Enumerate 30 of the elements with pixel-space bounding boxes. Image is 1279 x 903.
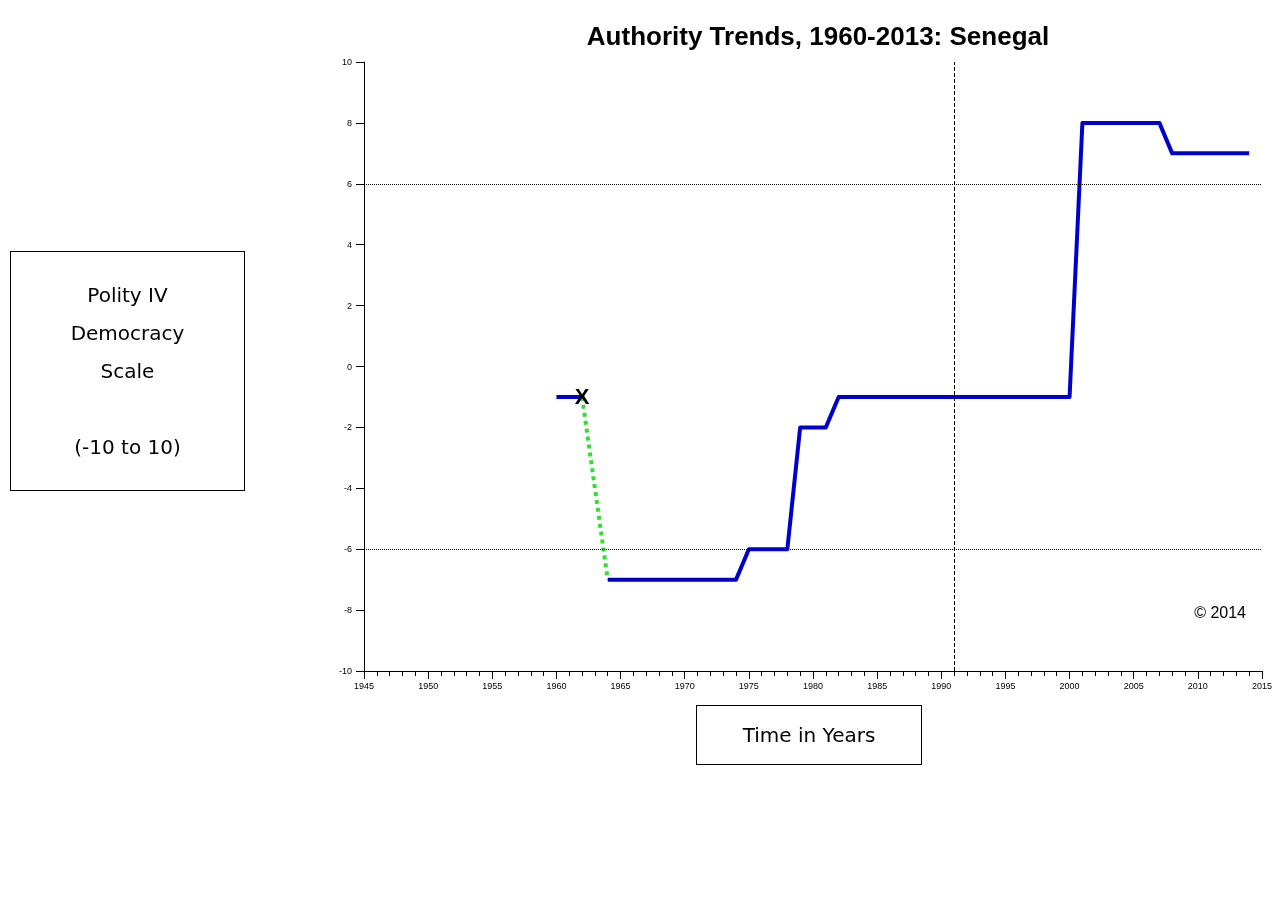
- y-tick-label: -10: [338, 666, 352, 676]
- x-tick-label: 2005: [1123, 680, 1144, 691]
- annotation: © 2014: [1194, 603, 1247, 621]
- y-tick-label: -8: [343, 605, 352, 616]
- x-tick-label: 1950: [418, 680, 439, 691]
- x-tick-label: 2000: [1059, 680, 1080, 691]
- x-tick-label: 1955: [482, 680, 503, 691]
- y-tick-label: 10: [341, 57, 352, 67]
- x-tick-label: 1965: [610, 680, 631, 691]
- chart-title: Authority Trends, 1960-2013: Senegal: [586, 21, 1050, 51]
- y-tick-label: 8: [346, 117, 352, 128]
- x-tick-label: 1990: [931, 680, 952, 691]
- x-tick-label: 2010: [1187, 680, 1208, 691]
- y-tick-label: 0: [346, 361, 352, 372]
- x-tick-label: 1970: [674, 680, 695, 691]
- y-tick-label: 6: [346, 178, 352, 189]
- y-tick-label: -6: [343, 544, 352, 555]
- y-tick-label: -4: [343, 483, 352, 494]
- x-tick-label: 1960: [546, 680, 567, 691]
- x-tick-label: 2015: [1251, 680, 1273, 691]
- y-tick-label: 4: [346, 239, 352, 250]
- x-tick-label: 1985: [867, 680, 888, 691]
- y-tick-label: 2: [346, 300, 352, 311]
- x-tick-label: 1980: [802, 680, 824, 691]
- x-tick-label: 1975: [738, 680, 759, 691]
- x-tick-label: 1995: [995, 680, 1016, 691]
- text: Polity IV Democracy Scale (-10 to 10): [70, 283, 185, 459]
- y-tick-label: -2: [343, 422, 352, 433]
- x-axis-title: Time in Years: [696, 705, 922, 765]
- x-tick-label: 1945: [353, 680, 375, 691]
